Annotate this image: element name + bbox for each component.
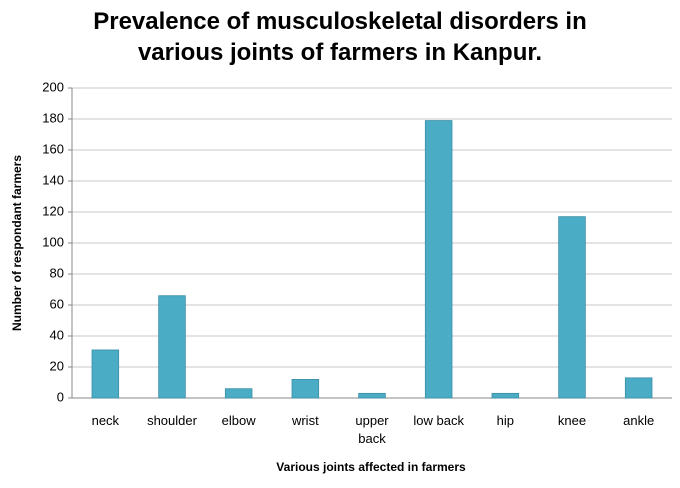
y-tick-label: 60 bbox=[50, 296, 64, 311]
bar bbox=[291, 378, 320, 399]
chart-title: Prevalence of musculoskeletal disorders … bbox=[93, 8, 587, 66]
y-tick-label: 80 bbox=[50, 265, 64, 280]
x-tick-label: knee bbox=[557, 413, 587, 428]
y-tick-label: 180 bbox=[42, 110, 64, 125]
x-axis-label: Various joints affected in farmers bbox=[276, 460, 466, 474]
y-tick-label: 40 bbox=[50, 327, 64, 342]
y-tick-label: 20 bbox=[50, 358, 64, 373]
bar bbox=[558, 216, 586, 399]
x-tick-label: elbow bbox=[221, 413, 256, 428]
x-tick-label: low back bbox=[413, 413, 464, 428]
x-tick-label: hip bbox=[496, 413, 514, 428]
x-tick-label: shoulder bbox=[147, 413, 197, 428]
y-tick-label: 200 bbox=[42, 79, 64, 94]
bar bbox=[624, 377, 653, 399]
y-tick-label: 0 bbox=[57, 389, 64, 404]
x-tick-label: ankle bbox=[623, 413, 655, 428]
y-axis-label: Number of respondant farmers bbox=[10, 155, 24, 331]
x-tick-label: upper back bbox=[355, 413, 389, 446]
x-tick-label: neck bbox=[91, 413, 120, 428]
y-tick-label: 120 bbox=[42, 203, 64, 218]
bar bbox=[224, 388, 253, 399]
bar bbox=[424, 120, 453, 399]
y-tick-label: 160 bbox=[42, 141, 64, 156]
y-tick-label: 100 bbox=[42, 234, 64, 249]
x-tick-label: wrist bbox=[291, 413, 319, 428]
y-tick-label: 140 bbox=[42, 172, 64, 187]
bar bbox=[158, 295, 186, 399]
bar bbox=[358, 392, 386, 399]
bar bbox=[491, 392, 520, 399]
bar bbox=[91, 349, 120, 399]
